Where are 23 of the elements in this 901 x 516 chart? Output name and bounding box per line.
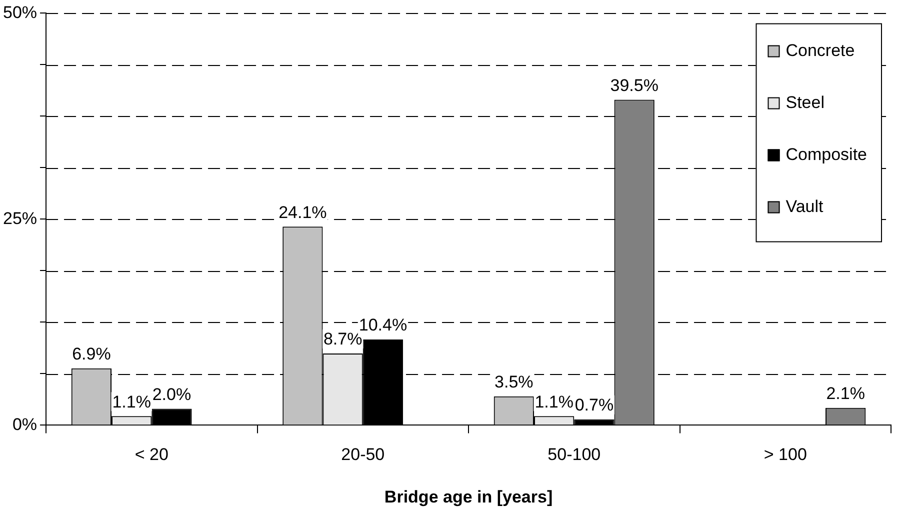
y-tick-label: 25% bbox=[2, 208, 38, 228]
data-label: 39.5% bbox=[610, 76, 658, 95]
x-tick-label: 50-100 bbox=[548, 445, 601, 464]
data-label: 3.5% bbox=[494, 372, 534, 392]
data-label: 1.1% bbox=[534, 392, 574, 412]
legend-label: Steel bbox=[786, 92, 824, 112]
x-tick-label: < 20 bbox=[134, 445, 168, 464]
legend-label: Concrete bbox=[786, 40, 855, 60]
data-label: 1.1% bbox=[112, 392, 151, 412]
y-tick-label: 0% bbox=[12, 414, 38, 434]
legend-label: Vault bbox=[786, 196, 824, 216]
legend-label: Composite bbox=[786, 144, 868, 164]
x-tick-label: > 100 bbox=[764, 445, 807, 464]
x-tick-label: 20-50 bbox=[341, 445, 385, 464]
data-label: 8.7% bbox=[323, 330, 362, 349]
x-axis-title: Bridge age in [years] bbox=[384, 487, 553, 506]
data-label: 24.1% bbox=[278, 202, 327, 222]
data-label: 2.1% bbox=[826, 384, 865, 404]
y-tick-label: 50% bbox=[2, 2, 38, 22]
data-label: 0.7% bbox=[574, 396, 614, 415]
data-label: 6.9% bbox=[72, 344, 111, 364]
data-label: 10.4% bbox=[358, 316, 408, 335]
data-label: 2.0% bbox=[152, 384, 192, 404]
